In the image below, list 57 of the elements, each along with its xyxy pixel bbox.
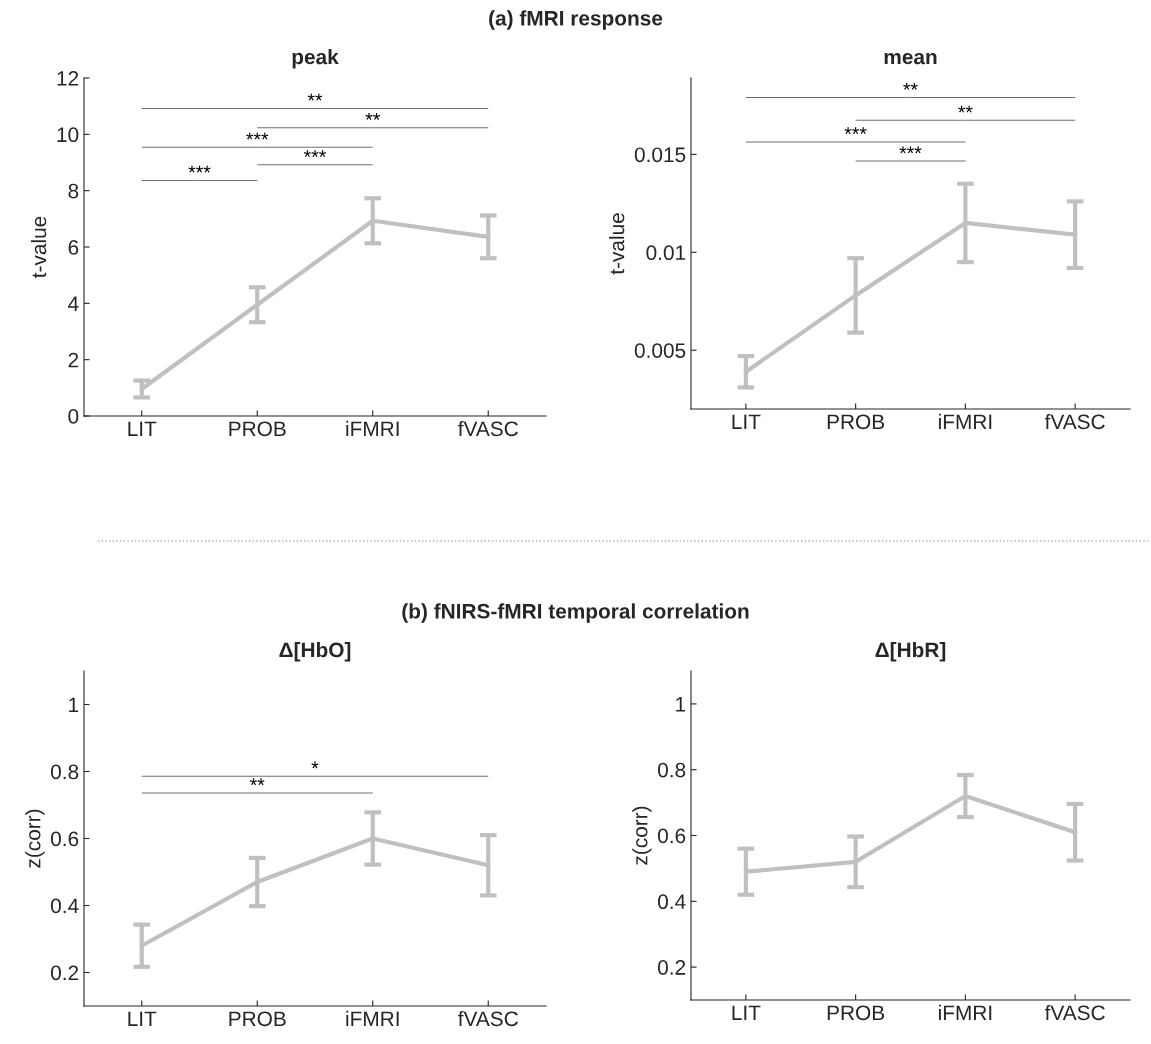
y-tick-label: 0.8 [50, 764, 79, 780]
y-tick-label: 12 [57, 71, 79, 86]
annotation: *** [246, 132, 269, 140]
chart-subtitle: Δ[HbO] [279, 642, 351, 662]
x-tick-label: PROB [229, 421, 286, 437]
annotation: ** [903, 82, 918, 90]
annotation: ** [307, 93, 323, 101]
x-tick-label: fVASC [1044, 413, 1105, 430]
y-tick-label: 0.6 [657, 828, 686, 844]
y-tick-label: 0.01 [646, 245, 686, 261]
y-tick-label: 0.005 [634, 343, 686, 358]
x-tick-label: iFMRI [939, 1004, 992, 1020]
annotation: *** [303, 150, 327, 158]
y-tick-label: 6 [68, 240, 79, 255]
y-tick-label: 4 [68, 296, 79, 311]
x-tick-label: PROB [229, 1011, 286, 1027]
y-tick-label: 0.015 [634, 147, 686, 163]
y-axis-title: z(corr) [632, 806, 652, 865]
annotation: ** [958, 105, 973, 113]
y-tick-label: 0.2 [50, 965, 79, 981]
y-tick-label: 1 [69, 697, 79, 713]
y-tick-label: 0.8 [657, 762, 686, 778]
chart-title: (a) fMRI response [489, 10, 663, 30]
x-tick-label: LIT [732, 414, 761, 429]
annotation: ** [249, 778, 265, 786]
chart-subtitle: peak [292, 49, 339, 69]
annotation: ** [365, 113, 381, 120]
chart-title: (b) fNIRS-fMRI temporal correlation [402, 603, 749, 623]
y-tick-label: 2 [68, 352, 79, 368]
x-tick-label: LIT [128, 421, 157, 436]
x-tick-label: iFMRI [346, 1010, 399, 1026]
y-tick-label: 0 [68, 409, 79, 424]
x-tick-label: fVASC [458, 1010, 518, 1027]
x-tick-label: LIT [128, 1011, 157, 1026]
x-tick-label: iFMRI [939, 413, 992, 429]
x-tick-label: PROB [827, 414, 885, 430]
y-tick-label: 8 [68, 183, 79, 199]
y-axis-title: z(corr) [25, 809, 45, 868]
y-tick-label: 0.6 [50, 831, 79, 847]
y-tick-label: 1 [676, 697, 686, 712]
y-axis-title: t-value [30, 216, 47, 278]
chart-subtitle: mean [884, 52, 937, 65]
annotation: * [311, 761, 319, 769]
annotation: *** [899, 146, 922, 154]
x-tick-label: fVASC [1044, 1004, 1105, 1021]
annotation: *** [844, 127, 867, 135]
y-tick-label: 0.4 [50, 898, 79, 914]
annotation: *** [188, 165, 211, 173]
y-axis-title: t-value [609, 213, 625, 275]
x-tick-label: PROB [827, 1005, 885, 1021]
x-tick-label: fVASC [458, 420, 518, 437]
y-tick-label: 0.2 [657, 960, 686, 975]
y-tick-label: 10 [57, 127, 79, 143]
x-tick-label: iFMRI [346, 420, 399, 436]
chart-subtitle: Δ[HbR] [875, 642, 946, 662]
y-tick-label: 0.4 [657, 894, 686, 910]
x-tick-label: LIT [732, 1005, 761, 1020]
